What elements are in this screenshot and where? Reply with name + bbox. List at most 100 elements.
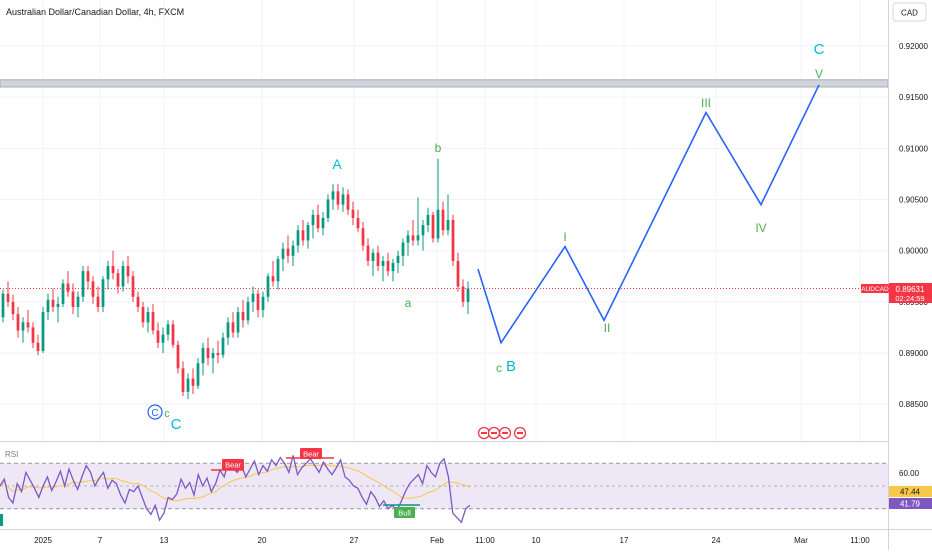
candle[interactable] — [126, 255, 130, 284]
candle[interactable] — [161, 327, 165, 354]
flag-icon[interactable] — [487, 426, 501, 440]
candle[interactable] — [171, 320, 175, 348]
candle[interactable] — [371, 248, 375, 277]
candle[interactable] — [201, 342, 205, 376]
candle[interactable] — [136, 291, 140, 313]
candle[interactable] — [86, 266, 90, 290]
candle[interactable] — [256, 289, 260, 318]
candle[interactable] — [311, 209, 315, 239]
candle[interactable] — [416, 197, 420, 246]
candle[interactable] — [391, 258, 395, 282]
candle[interactable] — [291, 240, 295, 267]
candle[interactable] — [351, 201, 355, 226]
candle[interactable] — [191, 368, 195, 394]
candle[interactable] — [221, 332, 225, 359]
flag-icon[interactable] — [513, 426, 527, 440]
resistance-zone[interactable] — [0, 79, 889, 88]
candle[interactable] — [111, 250, 115, 280]
candle[interactable] — [11, 294, 15, 321]
candle[interactable] — [421, 220, 425, 251]
candle[interactable] — [166, 320, 170, 341]
candle[interactable] — [336, 184, 340, 210]
candle[interactable] — [211, 347, 215, 374]
candle[interactable] — [356, 209, 360, 233]
candle[interactable] — [1, 289, 5, 323]
flag-icon[interactable] — [498, 426, 512, 440]
candle[interactable] — [401, 238, 405, 267]
candle[interactable] — [76, 291, 80, 318]
candle[interactable] — [231, 312, 235, 338]
candle[interactable] — [321, 211, 325, 236]
candle[interactable] — [96, 286, 100, 313]
candle[interactable] — [246, 296, 250, 325]
candle[interactable] — [56, 296, 60, 323]
candle[interactable] — [46, 293, 50, 321]
currency-button[interactable] — [892, 2, 927, 22]
candle[interactable] — [276, 255, 280, 290]
candle[interactable] — [151, 303, 155, 335]
candle[interactable] — [106, 260, 110, 290]
candle[interactable] — [61, 279, 65, 307]
candle[interactable] — [451, 214, 455, 267]
candle[interactable] — [441, 201, 445, 236]
candle[interactable] — [466, 281, 470, 315]
candle[interactable] — [426, 207, 430, 233]
candle[interactable] — [36, 334, 40, 356]
time-axis[interactable] — [0, 530, 888, 550]
candle[interactable] — [141, 301, 145, 328]
candle[interactable] — [216, 340, 220, 364]
candle[interactable] — [306, 222, 310, 249]
candle[interactable] — [331, 184, 335, 210]
candle[interactable] — [456, 252, 460, 292]
candle[interactable] — [326, 194, 330, 223]
candle[interactable] — [286, 235, 290, 263]
candle[interactable] — [366, 238, 370, 267]
candle[interactable] — [26, 310, 30, 333]
candle[interactable] — [51, 288, 55, 313]
candle[interactable] — [381, 255, 385, 282]
candle[interactable] — [241, 299, 245, 328]
candle[interactable] — [131, 271, 135, 302]
candle[interactable] — [16, 306, 20, 338]
candle[interactable] — [116, 269, 120, 294]
candle[interactable] — [121, 260, 125, 292]
candle[interactable] — [301, 220, 305, 246]
candle[interactable] — [266, 273, 270, 302]
economic-events[interactable] — [477, 426, 527, 440]
candle[interactable] — [406, 230, 410, 256]
candle[interactable] — [186, 373, 190, 400]
candle[interactable] — [386, 252, 390, 277]
candle[interactable] — [431, 211, 435, 243]
candle[interactable] — [316, 204, 320, 233]
candle[interactable] — [411, 220, 415, 246]
wave-projection-line[interactable] — [477, 84, 820, 345]
candle[interactable] — [361, 222, 365, 251]
candle[interactable] — [21, 317, 25, 343]
candle[interactable] — [346, 189, 350, 215]
candle[interactable] — [6, 281, 10, 307]
candle[interactable] — [341, 187, 345, 212]
candle[interactable] — [146, 306, 150, 333]
candle[interactable] — [236, 306, 240, 338]
candle[interactable] — [31, 322, 35, 348]
candle[interactable] — [376, 245, 380, 272]
price-axis[interactable] — [889, 0, 932, 529]
candle[interactable] — [261, 291, 265, 318]
candle[interactable] — [446, 194, 450, 236]
candle[interactable] — [436, 158, 440, 243]
candle[interactable] — [396, 250, 400, 274]
candle[interactable] — [66, 271, 70, 297]
candle[interactable] — [41, 306, 45, 354]
candle[interactable] — [271, 260, 275, 287]
candle[interactable] — [196, 358, 200, 389]
candle[interactable] — [81, 266, 85, 302]
candle[interactable] — [181, 361, 185, 396]
candle[interactable] — [101, 276, 105, 313]
candle[interactable] — [226, 317, 230, 345]
candle[interactable] — [91, 276, 95, 304]
candle[interactable] — [206, 337, 210, 366]
candle[interactable] — [281, 242, 285, 272]
candle[interactable] — [461, 279, 465, 307]
candle[interactable] — [251, 286, 255, 313]
candle[interactable] — [296, 225, 300, 253]
